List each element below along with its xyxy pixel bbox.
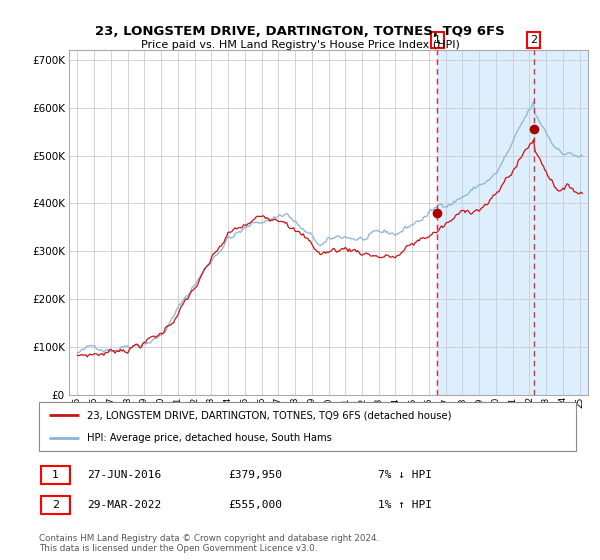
Text: 29-MAR-2022: 29-MAR-2022 bbox=[87, 500, 161, 510]
Text: 1: 1 bbox=[434, 35, 441, 45]
Text: 2: 2 bbox=[52, 500, 59, 510]
Bar bbox=[437, 50, 588, 395]
Text: HPI: Average price, detached house, South Hams: HPI: Average price, detached house, Sout… bbox=[88, 433, 332, 443]
Text: 1% ↑ HPI: 1% ↑ HPI bbox=[378, 500, 432, 510]
Text: 23, LONGSTEM DRIVE, DARTINGTON, TOTNES, TQ9 6FS: 23, LONGSTEM DRIVE, DARTINGTON, TOTNES, … bbox=[95, 25, 505, 38]
FancyBboxPatch shape bbox=[41, 496, 70, 514]
Text: £379,950: £379,950 bbox=[228, 470, 282, 480]
Text: 23, LONGSTEM DRIVE, DARTINGTON, TOTNES, TQ9 6FS (detached house): 23, LONGSTEM DRIVE, DARTINGTON, TOTNES, … bbox=[88, 410, 452, 421]
Text: 1: 1 bbox=[52, 470, 59, 480]
FancyBboxPatch shape bbox=[39, 402, 576, 451]
Text: £555,000: £555,000 bbox=[228, 500, 282, 510]
Text: Price paid vs. HM Land Registry's House Price Index (HPI): Price paid vs. HM Land Registry's House … bbox=[140, 40, 460, 50]
Text: 27-JUN-2016: 27-JUN-2016 bbox=[87, 470, 161, 480]
Text: 2: 2 bbox=[530, 35, 537, 45]
FancyBboxPatch shape bbox=[41, 466, 70, 484]
Text: 7% ↓ HPI: 7% ↓ HPI bbox=[378, 470, 432, 480]
Text: Contains HM Land Registry data © Crown copyright and database right 2024.
This d: Contains HM Land Registry data © Crown c… bbox=[39, 534, 379, 553]
